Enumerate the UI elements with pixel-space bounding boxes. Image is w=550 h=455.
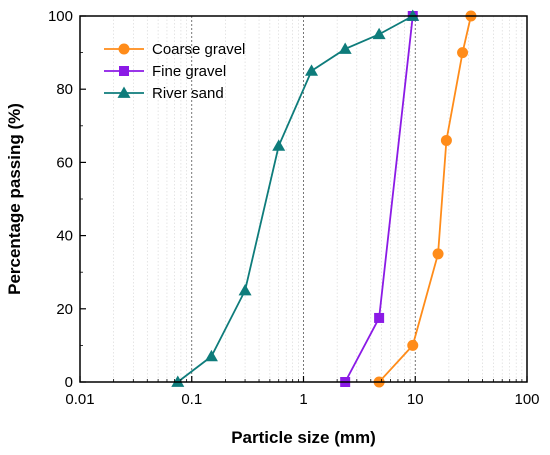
legend-label: Coarse gravel (152, 41, 245, 58)
data-point (305, 64, 319, 76)
y-tick-label: 80 (56, 81, 73, 98)
data-point (171, 375, 185, 387)
legend-marker (119, 66, 129, 76)
data-point (406, 9, 420, 21)
legend: Coarse gravel Fine gravel River sand (104, 41, 245, 102)
y-axis-title: Percentage passing (%) (5, 103, 24, 295)
x-tick-label: 0.01 (65, 391, 94, 408)
x-axis-title: Particle size (mm) (231, 428, 376, 447)
x-tick-label: 1 (299, 391, 307, 408)
y-tick-label: 100 (48, 8, 73, 25)
legend-marker (118, 43, 130, 55)
data-point (440, 134, 452, 146)
data-point (457, 47, 469, 59)
data-point (204, 349, 218, 362)
x-tick-label: 0.1 (181, 391, 202, 408)
data-point (238, 284, 252, 296)
legend-marker (117, 86, 131, 98)
series-triangle (171, 9, 420, 387)
legend-label: Fine gravel (152, 63, 226, 80)
x-tick-label: 100 (514, 391, 539, 408)
data-point (372, 27, 386, 40)
series-line (177, 15, 414, 383)
data-point (432, 248, 444, 260)
y-tick-label: 0 (65, 374, 73, 391)
data-point (374, 312, 385, 323)
y-tick-label: 40 (56, 228, 73, 245)
legend-label: River sand (152, 85, 224, 102)
data-point (407, 339, 419, 351)
series-line (378, 15, 472, 383)
axes: 0.01 0.1 1 10 100 0 20 40 60 80 100 (48, 8, 540, 408)
y-tick-label: 20 (56, 301, 73, 318)
data-point (338, 42, 352, 54)
series-circle (373, 10, 477, 388)
data-point (272, 139, 286, 151)
x-tick-label: 10 (407, 391, 424, 408)
y-tick-label: 60 (56, 154, 73, 171)
grid (113, 16, 523, 382)
